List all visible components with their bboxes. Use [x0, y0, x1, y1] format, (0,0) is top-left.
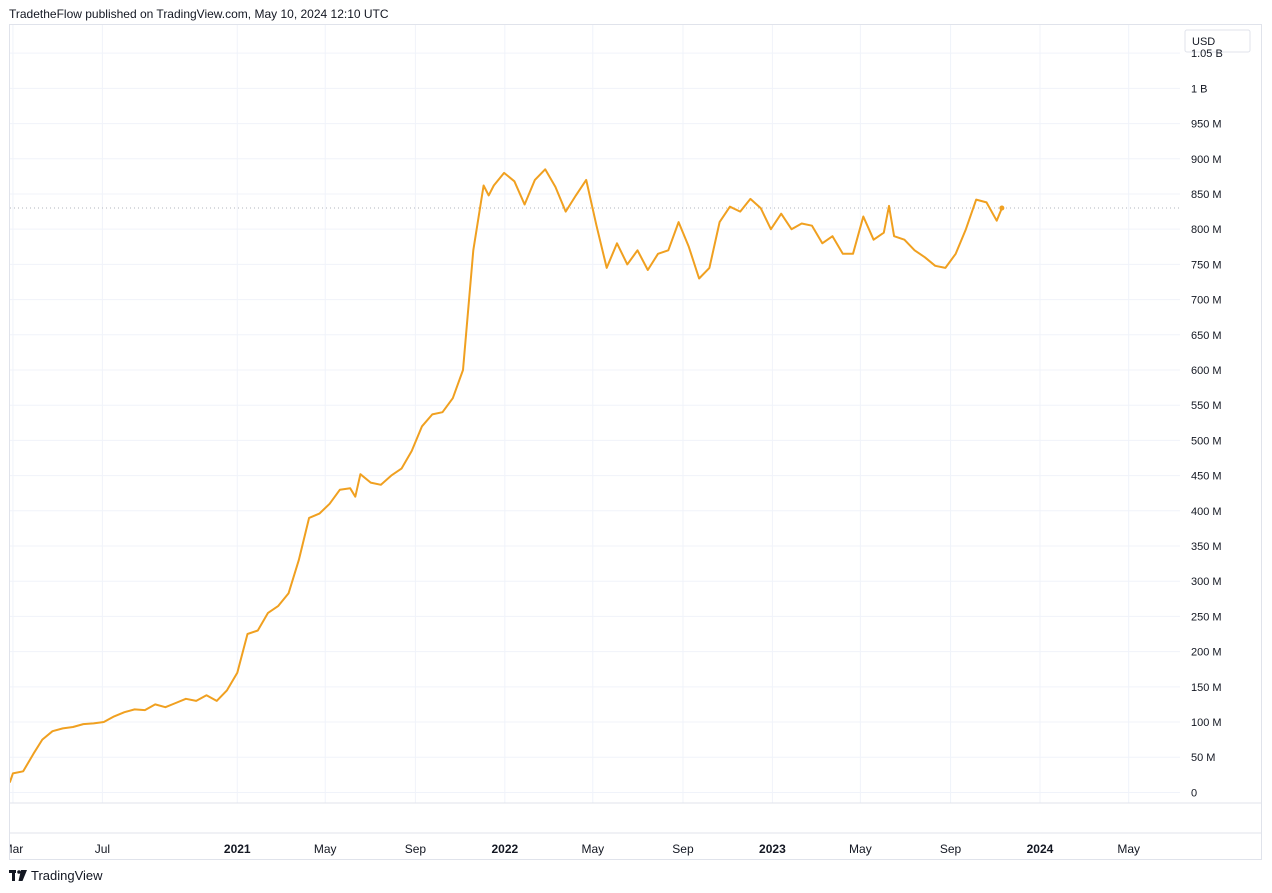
x-tick-label: Sep: [405, 842, 427, 856]
y-tick-label: 400 M: [1191, 506, 1222, 518]
y-tick-label: 750 M: [1191, 259, 1222, 271]
publisher-caption: TradetheFlow published on TradingView.co…: [9, 7, 389, 21]
y-tick-label: 50 M: [1191, 752, 1215, 764]
tradingview-brand[interactable]: TradingView: [9, 868, 103, 883]
x-tick-label: May: [849, 842, 872, 856]
y-tick-label: 700 M: [1191, 295, 1222, 307]
y-tick-label: 300 M: [1191, 576, 1222, 588]
y-tick-label: 500 M: [1191, 435, 1222, 447]
x-tick-label: 2022: [491, 842, 518, 856]
tradingview-logo-icon: [9, 869, 27, 882]
y-tick-label: 200 M: [1191, 647, 1222, 659]
currency-box[interactable]: [1184, 29, 1251, 53]
last-data-point[interactable]: [999, 205, 1005, 211]
y-tick-label: 0: [1191, 787, 1197, 799]
y-tick-label: 900 M: [1191, 154, 1222, 166]
tradingview-brand-label: TradingView: [31, 868, 103, 883]
x-tick-label: Sep: [940, 842, 962, 856]
chart-area[interactable]: USD 1.05 B 1 B 950 M 900 M 850 M 800 M 750 M 700…: [9, 24, 1262, 860]
y-tick-label: 1 B: [1191, 83, 1208, 95]
y-tick-label: 150 M: [1191, 682, 1222, 694]
x-tick-label: May: [314, 842, 337, 856]
y-tick-label: 450 M: [1191, 471, 1222, 483]
x-tick-label: 2024: [1027, 842, 1054, 856]
y-tick-label: 1.05 B: [1191, 48, 1223, 60]
y-tick-label: 600 M: [1191, 365, 1222, 377]
y-tick-label: 800 M: [1191, 224, 1222, 236]
x-tick-label: May: [581, 842, 604, 856]
x-tick-label: May: [1117, 842, 1140, 856]
x-tick-label: Jul: [95, 842, 110, 856]
x-tick-label: Sep: [672, 842, 694, 856]
y-tick-label: 650 M: [1191, 330, 1222, 342]
y-tick-label: 950 M: [1191, 119, 1222, 131]
y-tick-label: 350 M: [1191, 541, 1222, 553]
y-tick-label: 250 M: [1191, 611, 1222, 623]
y-tick-label: 850 M: [1191, 189, 1222, 201]
series-line[interactable]: [10, 168, 1003, 783]
currency-label: USD: [1192, 36, 1215, 48]
x-tick-label: 2023: [759, 842, 786, 856]
x-tick-label: 2021: [224, 842, 251, 856]
y-tick-label: 550 M: [1191, 400, 1222, 412]
y-tick-label: 100 M: [1191, 717, 1222, 729]
x-tick-label: Mar: [10, 842, 23, 856]
